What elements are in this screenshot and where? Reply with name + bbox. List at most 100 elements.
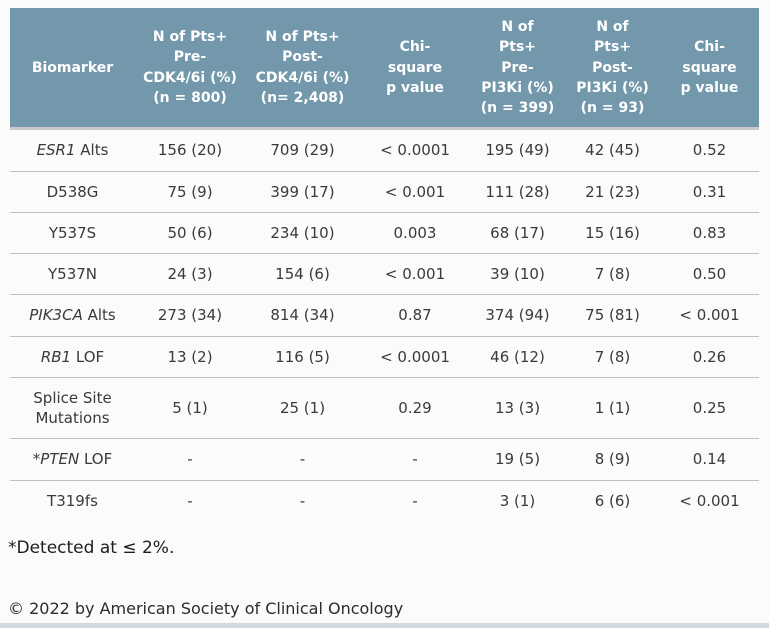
column-header-line: (n = 800): [153, 90, 227, 107]
table-cell: 75 (9): [135, 170, 245, 213]
column-header-line: p value: [680, 79, 739, 96]
table-body: ESR1 Alts 156 (20) 709 (29) < 0.0001 195 (49…: [10, 128, 759, 521]
column-header-0: Biomarker: [10, 8, 135, 131]
column-header-line: (n = 399): [480, 100, 555, 117]
table-cell: 0.003: [360, 211, 470, 254]
table-cell: 0.14: [660, 438, 759, 481]
column-header-line: CDK4/6i (%): [255, 69, 350, 86]
column-header-line: N of Pts+: [265, 29, 340, 46]
table-cell: 42 (45): [565, 128, 660, 172]
column-header-line: N of: [501, 19, 534, 35]
biomarker-cell: Splice Site Mutations: [10, 376, 135, 439]
table-cell: 50 (6): [135, 211, 245, 254]
table-cell: 0.26: [660, 335, 759, 378]
biomarker-cell: RB1 LOF: [10, 335, 135, 378]
table-cell: -: [135, 438, 245, 481]
table-row: Splice Site Mutations 5 (1) 25 (1) 0.29 13 (…: [10, 376, 759, 439]
table-cell: 68 (17): [470, 211, 565, 254]
table-row: Y537N 24 (3) 154 (6) < 0.001 39 (10) 7 (8) 0.5…: [10, 253, 759, 295]
table-cell: 814 (34): [245, 294, 360, 337]
biomarker-gene-name: PIK3CA: [29, 306, 83, 325]
column-header-line: Pts+: [593, 39, 632, 56]
table-row: RB1 LOF 13 (2) 116 (5) < 0.0001 46 (12) 7 (8)…: [10, 335, 759, 378]
column-header-line: square: [682, 59, 737, 76]
table-header: Biomarker N of Pts+ Pre- CDK4/6i (%) (n = 80…: [10, 8, 759, 131]
column-header-line: N of: [596, 19, 629, 35]
biomarker-cell: D538G: [10, 170, 135, 213]
table-cell: 25 (1): [245, 376, 360, 439]
table-cell: 0.29: [360, 376, 470, 439]
table-cell: 195 (49): [470, 128, 565, 172]
column-header-line: Post-: [592, 59, 633, 76]
column-header-6: Chi-square p value: [660, 8, 759, 131]
table-cell: 156 (20): [135, 128, 245, 172]
column-header-2: N of Pts+ Post- CDK4/6i (%) (n= 2,408): [245, 8, 360, 131]
table-cell: 21 (23): [565, 170, 660, 213]
table-cell: < 0.0001: [360, 128, 470, 172]
footnote: *Detected at ≤ 2%.: [8, 537, 175, 558]
table-header-row: Biomarker N of Pts+ Pre- CDK4/6i (%) (n = 80…: [10, 8, 759, 131]
table-cell: 8 (9): [565, 438, 660, 481]
table-row: T319fs - - -3 (1) 6 (6) < 0.001: [10, 479, 759, 521]
column-header-line: Pts+: [498, 39, 537, 56]
table-cell: 13 (3): [470, 376, 565, 439]
table-cell: 154 (6): [245, 253, 360, 295]
column-header-line: Pre-: [501, 59, 534, 76]
table-row: Y537S 50 (6) 234 (10) 0.003 68 (17) 15 (16) 0.…: [10, 211, 759, 254]
table-cell: -: [245, 479, 360, 521]
table-cell: 111 (28): [470, 170, 565, 213]
bottom-divider: [0, 623, 769, 628]
table-cell: 234 (10): [245, 211, 360, 254]
table-cell: 3 (1): [470, 479, 565, 521]
column-header-line: N of Pts+: [152, 29, 228, 46]
column-header-1: N of Pts+ Pre- CDK4/6i (%) (n = 800): [135, 8, 245, 131]
table-cell: 46 (12): [470, 335, 565, 378]
column-header-line: p value: [386, 79, 444, 96]
table-cell: 7 (8): [565, 253, 660, 295]
table-cell: -: [245, 438, 360, 481]
table-cell: 374 (94): [470, 294, 565, 337]
column-header-4: N of Pts+ Pre- PI3Ki (%) (n = 399): [470, 8, 565, 131]
column-header-line: (n= 2,408): [260, 90, 345, 107]
table-cell: < 0.001: [360, 253, 470, 295]
column-header-3: Chi-square p value: [360, 8, 470, 131]
table-cell: 24 (3): [135, 253, 245, 295]
table-cell: 6 (6): [565, 479, 660, 521]
table-cell: -: [360, 479, 470, 521]
table-cell: 5 (1): [135, 376, 245, 439]
biomarker-cell: Y537S: [10, 211, 135, 254]
table-cell: < 0.0001: [360, 335, 470, 378]
table-cell: 13 (2): [135, 335, 245, 378]
column-header-line: (n = 93): [580, 100, 645, 117]
biomarker-table: Biomarker N of Pts+ Pre- CDK4/6i (%) (n = 80…: [10, 8, 759, 521]
table-cell: 15 (16): [565, 211, 660, 254]
column-header-line: Biomarker: [31, 59, 114, 76]
table-cell: < 0.001: [660, 294, 759, 337]
table-row: *PTEN LOF - - -19 (5) 8 (9) 0.14: [10, 438, 759, 481]
biomarker-cell: T319fs: [10, 479, 135, 521]
table-cell: 1 (1): [565, 376, 660, 439]
table-row: PIK3CA Alts 273 (34) 814 (34) 0.87 374 (94) 7…: [10, 294, 759, 337]
column-header-line: PI3Ki (%): [576, 79, 649, 96]
table-cell: 0.83: [660, 211, 759, 254]
table-cell: < 0.001: [660, 479, 759, 521]
table-row: D538G 75 (9) 399 (17) < 0.001 111 (28) 21 (23…: [10, 170, 759, 213]
table-cell: 399 (17): [245, 170, 360, 213]
table-cell: -: [360, 438, 470, 481]
column-header-line: CDK4/6i (%): [143, 69, 237, 86]
column-header-line: PI3Ki (%): [481, 79, 554, 96]
biomarker-cell: ESR1 Alts: [10, 128, 135, 172]
table-row: ESR1 Alts 156 (20) 709 (29) < 0.0001 195 (49…: [10, 128, 759, 172]
table-cell: 19 (5): [470, 438, 565, 481]
table-cell: 116 (5): [245, 335, 360, 378]
table-cell: -: [135, 479, 245, 521]
table-cell: 75 (81): [565, 294, 660, 337]
table-cell: < 0.001: [360, 170, 470, 213]
column-header-5: N of Pts+ Post- PI3Ki (%) (n = 93): [565, 8, 660, 131]
table-cell: 709 (29): [245, 128, 360, 172]
biomarker-gene-name: RB1: [40, 347, 72, 366]
table-cell: 39 (10): [470, 253, 565, 295]
biomarker-cell: Y537N: [10, 253, 135, 295]
biomarker-cell: *PTEN LOF: [10, 438, 135, 481]
